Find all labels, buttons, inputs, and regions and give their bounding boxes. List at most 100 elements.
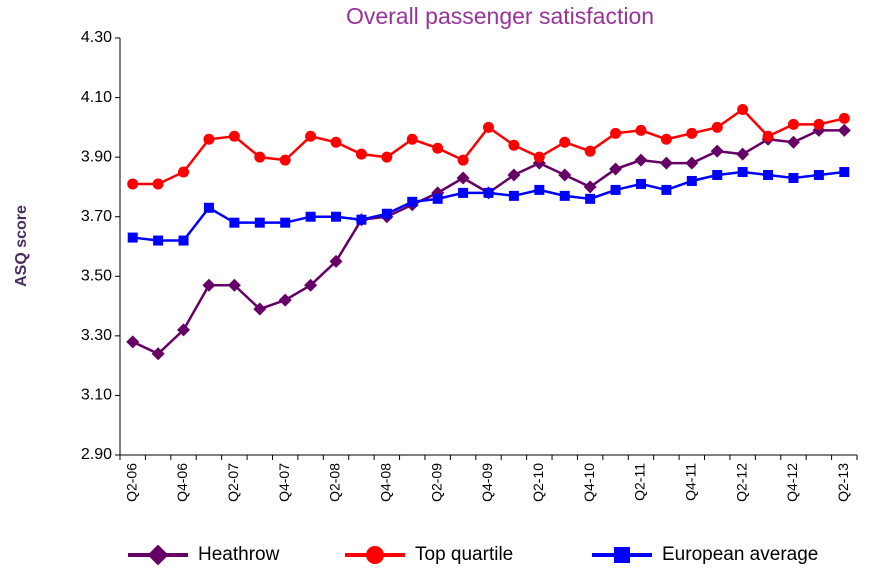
y-tick-label: 4.30	[81, 29, 112, 46]
x-tick-label: Q4-10	[581, 463, 597, 502]
legend-marker	[366, 546, 384, 564]
point	[788, 172, 799, 183]
x-tick-label: Q2-08	[327, 463, 343, 502]
point	[203, 202, 214, 213]
y-tick-label: 3.90	[81, 148, 112, 165]
point	[559, 190, 570, 201]
point	[126, 335, 140, 349]
point	[813, 118, 825, 130]
point	[304, 278, 318, 292]
point	[356, 214, 367, 225]
point	[507, 168, 521, 182]
x-tick-label: Q4-11	[683, 463, 699, 501]
point	[712, 170, 723, 181]
x-tick-label: Q4-12	[784, 463, 800, 502]
x-tick-label: Q4-09	[479, 463, 495, 502]
point	[762, 130, 774, 142]
point	[253, 302, 267, 316]
x-tick-label: Q2-09	[428, 463, 444, 502]
chart-title: Overall passenger satisfaction	[346, 3, 654, 29]
legend-marker	[147, 544, 169, 566]
y-tick-label: 3.30	[81, 327, 112, 344]
point	[127, 178, 139, 190]
point	[177, 323, 191, 337]
point	[837, 123, 851, 137]
x-tick-label: Q2-11	[632, 463, 648, 501]
point	[254, 217, 265, 228]
y-tick-label: 3.10	[81, 387, 112, 404]
point	[711, 121, 723, 133]
point	[407, 196, 418, 207]
point	[432, 142, 444, 154]
point	[330, 136, 342, 148]
point	[227, 278, 241, 292]
legend-label: Top quartile	[415, 544, 513, 565]
point	[585, 193, 596, 204]
point	[153, 235, 164, 246]
point	[610, 184, 621, 195]
legend-label: Heathrow	[198, 544, 280, 565]
point	[178, 166, 190, 178]
x-tick-label: Q2-12	[733, 463, 749, 502]
point	[151, 347, 165, 361]
point	[686, 127, 698, 139]
y-tick-label: 3.70	[81, 208, 112, 225]
point	[331, 211, 342, 222]
point	[278, 293, 292, 307]
series-line	[132, 170, 845, 242]
x-tick-label: Q4-06	[174, 463, 190, 502]
point	[483, 121, 494, 133]
x-tick-label: Q4-07	[276, 463, 292, 502]
point	[457, 154, 469, 166]
y-axis-label: ASQ score	[13, 205, 30, 287]
point	[254, 151, 266, 163]
series-line	[132, 129, 845, 356]
point	[661, 184, 672, 195]
point	[508, 190, 519, 201]
point	[659, 156, 673, 170]
point	[178, 235, 189, 246]
x-tick-label: Q2-10	[530, 463, 546, 502]
point	[635, 178, 646, 189]
x-tick-label: Q2-07	[225, 463, 241, 502]
point	[813, 170, 824, 181]
y-tick-label: 3.50	[81, 268, 112, 285]
legend-marker	[614, 547, 630, 563]
point	[838, 112, 850, 124]
point	[686, 175, 697, 186]
point	[381, 208, 392, 219]
point	[279, 154, 291, 166]
point	[635, 124, 647, 136]
point	[736, 147, 750, 161]
point	[508, 139, 520, 151]
x-tick-label: Q4-08	[378, 463, 394, 502]
point	[685, 156, 699, 170]
point	[584, 145, 596, 157]
point	[763, 170, 774, 181]
point	[737, 167, 748, 178]
point	[533, 151, 545, 163]
point	[634, 153, 648, 167]
point	[152, 178, 164, 190]
y-tick-label: 2.90	[81, 446, 112, 463]
point	[839, 167, 850, 178]
point	[432, 193, 443, 204]
point	[660, 133, 672, 145]
point	[228, 130, 240, 142]
point	[329, 254, 343, 268]
point	[534, 184, 545, 195]
point	[558, 168, 572, 182]
point	[610, 127, 622, 139]
point	[381, 151, 393, 163]
point	[305, 130, 317, 142]
x-tick-label: Q2-06	[123, 463, 139, 502]
point	[787, 118, 799, 130]
point	[203, 133, 215, 145]
point	[406, 133, 418, 145]
point	[609, 162, 623, 176]
point	[583, 180, 597, 194]
point	[483, 187, 494, 198]
point	[710, 144, 724, 158]
point	[202, 278, 216, 292]
